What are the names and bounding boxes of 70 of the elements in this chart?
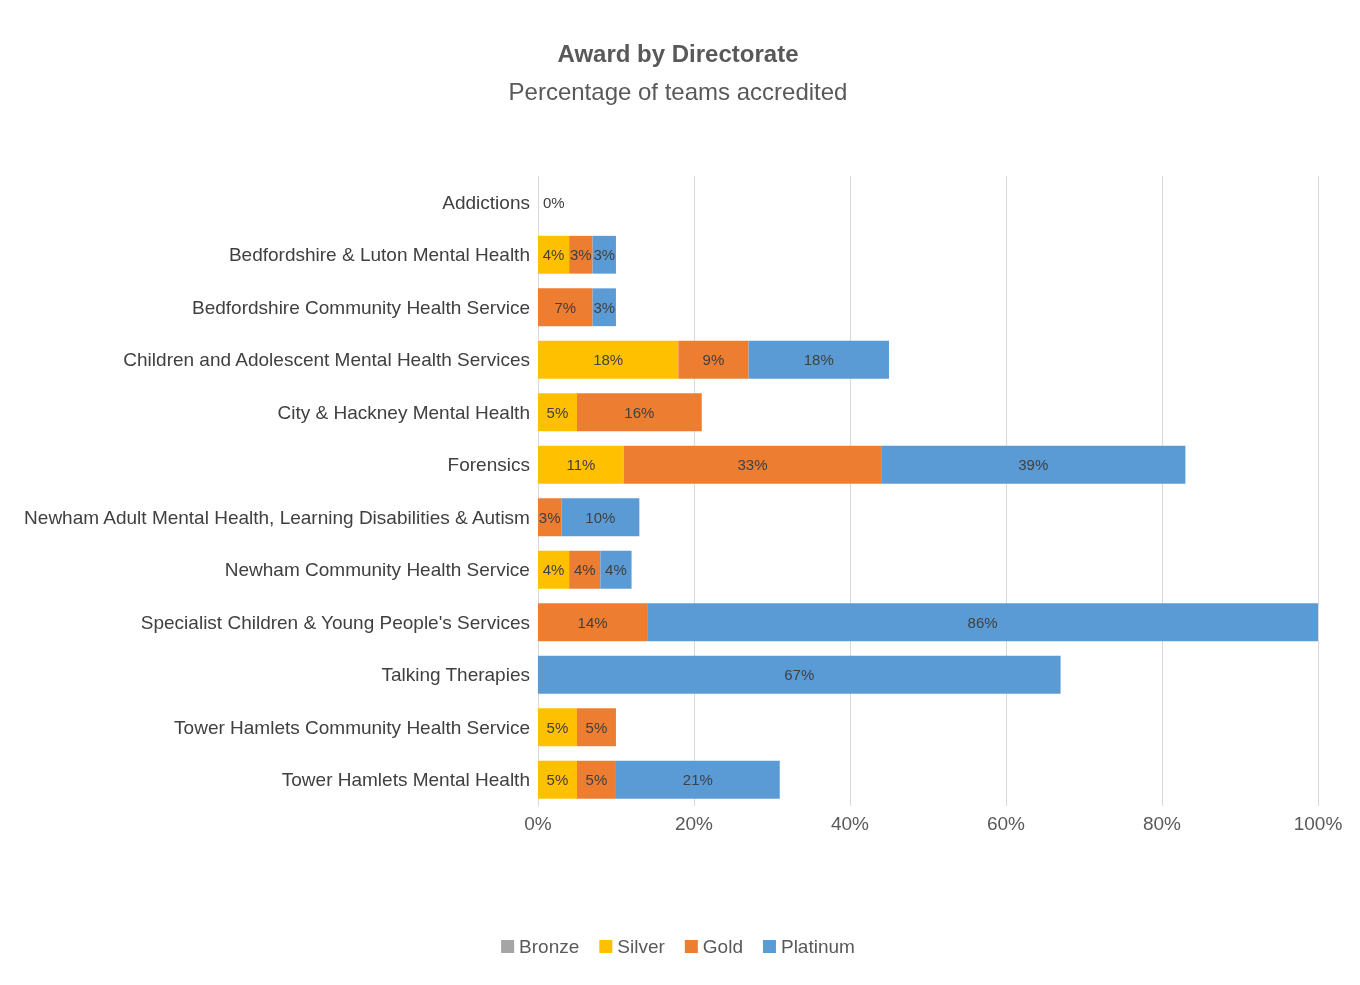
bar xyxy=(576,393,702,432)
y-tick-label: Talking Therapies xyxy=(381,664,530,686)
data-label: 18% xyxy=(593,351,624,369)
bar xyxy=(576,760,616,799)
data-label: 3% xyxy=(593,298,616,316)
bar xyxy=(615,760,780,799)
data-label: 4% xyxy=(542,246,565,264)
y-tick-label: Bedfordshire Community Health Service xyxy=(192,296,530,318)
bar xyxy=(678,340,749,379)
data-label: 5% xyxy=(585,718,608,736)
bar xyxy=(647,603,1318,642)
data-label: 4% xyxy=(542,561,565,579)
bar xyxy=(748,340,889,379)
data-label: 5% xyxy=(585,771,608,789)
y-tick-label: Newham Adult Mental Health, Learning Disabilities & Autism xyxy=(24,506,530,528)
x-tick-label: 40% xyxy=(830,813,870,834)
data-label: 18% xyxy=(803,351,834,369)
bar xyxy=(623,445,882,484)
y-tick-label: Bedfordshire & Luton Mental Health xyxy=(228,244,530,266)
data-label: 14% xyxy=(577,613,608,631)
bar xyxy=(600,550,632,589)
chart-title: Award by Directorate xyxy=(557,39,799,67)
y-tick-label: City & Hackney Mental Health xyxy=(277,401,530,423)
y-tick-label: Tower Hamlets Mental Health xyxy=(281,769,530,791)
data-label: 33% xyxy=(737,456,768,474)
data-label: 4% xyxy=(573,561,596,579)
data-label: 10% xyxy=(585,508,616,526)
x-tick-label: 80% xyxy=(1142,813,1182,834)
data-label: 11% xyxy=(566,456,596,474)
data-label: 7% xyxy=(554,298,577,316)
bar xyxy=(561,498,640,537)
legend-label: Bronze xyxy=(519,936,580,957)
legend-label: Silver xyxy=(617,936,666,957)
x-tick-label: 100% xyxy=(1293,813,1343,834)
data-label: 5% xyxy=(546,771,569,789)
legend-label: Gold xyxy=(702,936,743,957)
chart-subtitle: Percentage of teams accredited xyxy=(508,77,848,105)
data-label: 3% xyxy=(593,246,616,264)
data-label: 3% xyxy=(538,508,561,526)
y-tick-label: Addictions xyxy=(442,191,530,213)
x-tick-label: 60% xyxy=(986,813,1026,834)
data-label: 0% xyxy=(542,193,565,211)
bar xyxy=(576,708,616,747)
y-tick-label: Newham Community Health Service xyxy=(224,559,530,581)
data-label: 16% xyxy=(624,403,655,421)
data-label: 3% xyxy=(570,246,592,264)
data-label: 86% xyxy=(967,613,998,631)
bar xyxy=(537,655,1061,694)
x-tick-label: 0% xyxy=(524,813,552,834)
data-label: 5% xyxy=(546,718,569,736)
bar xyxy=(537,603,648,642)
bar xyxy=(537,760,577,799)
bar xyxy=(537,340,679,379)
bar xyxy=(537,393,577,432)
bar xyxy=(881,445,1186,484)
bar xyxy=(537,288,593,327)
data-label: 4% xyxy=(605,561,627,579)
bar xyxy=(537,708,577,747)
x-tick-label: 20% xyxy=(674,813,714,834)
legend-label: Platinum xyxy=(780,936,855,957)
y-tick-label: Tower Hamlets Community Health Service xyxy=(174,716,530,738)
data-label: 21% xyxy=(682,771,713,789)
y-tick-label: Forensics xyxy=(447,454,530,476)
data-label: 39% xyxy=(1018,456,1049,474)
y-tick-label: Specialist Children & Young People's Services xyxy=(140,611,530,633)
data-label: 67% xyxy=(784,666,815,684)
data-label: 5% xyxy=(546,403,569,421)
data-label: 9% xyxy=(702,351,725,369)
y-tick-label: Children and Adolescent Mental Health Services xyxy=(123,349,530,371)
bar xyxy=(537,445,624,484)
